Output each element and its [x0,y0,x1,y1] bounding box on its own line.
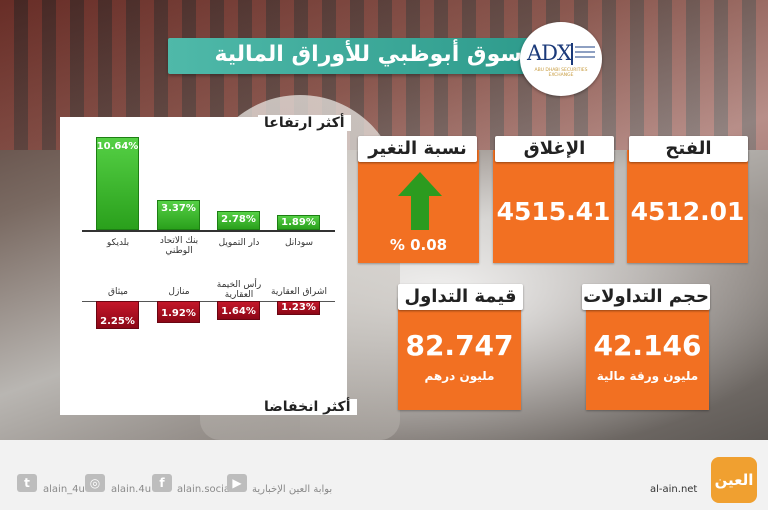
turnover-card [398,297,521,410]
turnover-unit: مليون درهم [424,369,495,383]
volume-card [586,297,709,410]
losers-heading: أكثر انخفاضا [258,399,357,415]
turnover-label: قيمة التداول [398,284,523,310]
loser-bar-manazel [157,301,200,323]
gainer-value: 10.64% [96,141,139,152]
loser-value: 1.92% [161,308,196,319]
loser-value: 2.25% [100,316,135,327]
open-value: 4512.01 [630,197,745,226]
volume-label: حجم التداولات [582,284,710,310]
gainer-name: بنك الاتحاد الوطني [159,236,199,256]
adx-logo: ADX ABU DHABI SECURITIES EXCHANGE [520,22,602,96]
footer [0,440,768,510]
gainer-bar-baladco [96,137,139,230]
gainer-value: 2.78% [221,214,256,225]
change-value: % 0.08 [389,236,448,254]
twitter-icon[interactable]: t [17,474,37,492]
turnover-value: 82.747 [405,329,514,362]
site-url[interactable]: al-ain.net [650,484,698,495]
instagram-handle[interactable]: alain.4u [111,484,152,495]
gainer-name: دار التمويل [218,238,260,248]
change-label: نسبة التغير [358,136,477,162]
loser-bar-rak-properties [217,301,260,320]
page-title: سوق أبوظبي للأوراق المالية [214,42,522,67]
close-value: 4515.41 [496,197,611,226]
youtube-channel[interactable]: بوابة العين الإخبارية [252,484,333,495]
gainer-bar-union-bank [157,200,200,230]
gainers-heading: أكثر ارتفاعا [258,115,351,131]
gainer-name: سودانل [284,238,314,248]
loser-name: رأس الخيمة العقارية [216,280,262,300]
loser-name: ميثاق [108,287,128,297]
instagram-icon[interactable]: ◎ [85,474,105,492]
losers-axis [82,301,335,302]
open-label: الفتح [629,136,748,162]
logo-subtitle: ABU DHABI SECURITIES EXCHANGE [534,68,588,78]
volume-value: 42.146 [593,329,702,362]
youtube-icon[interactable]: ▶ [227,474,247,492]
gainer-value: 1.89% [281,217,316,228]
close-label: الإغلاق [495,136,614,162]
title-banner: سوق أبوظبي للأوراق المالية [168,38,536,74]
loser-bar-eshraq [277,301,320,315]
twitter-handle[interactable]: alain_4u [43,484,85,495]
loser-value: 1.23% [281,302,316,313]
loser-bar-methaq [96,301,139,329]
gainer-bar-sudatel [277,215,320,230]
close-card [493,150,614,263]
up-arrow-icon [398,172,442,230]
alain-logo: العين [711,457,757,503]
open-card [627,150,748,263]
loser-name: اشراق العقارية [271,287,327,297]
loser-name: منازل [168,287,190,297]
loser-value: 1.64% [221,306,256,317]
volume-unit: مليون ورقة مالية [596,369,699,383]
facebook-icon[interactable]: f [152,474,172,492]
gainer-name: بلديكو [106,238,130,248]
logo-text: ADX [527,41,572,65]
gainer-bar-dar-altamweel [217,211,260,230]
facebook-handle[interactable]: alain.social [177,484,233,495]
gainers-axis [82,230,335,232]
gainer-value: 3.37% [161,203,196,214]
